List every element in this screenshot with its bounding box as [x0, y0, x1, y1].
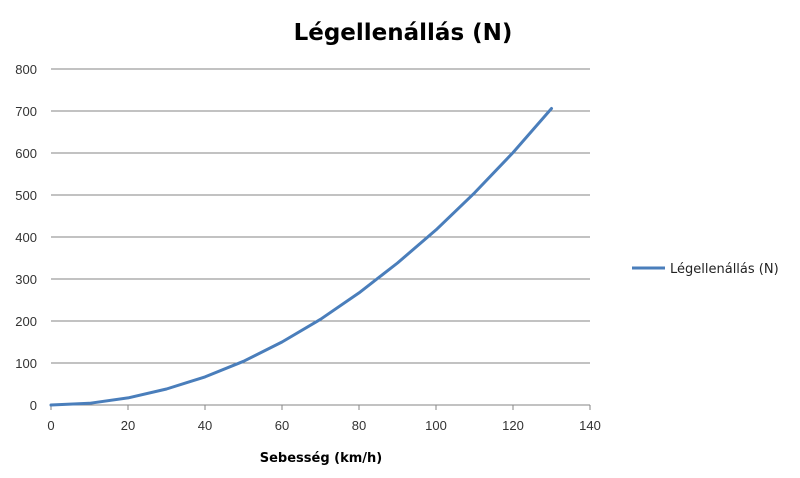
x-axis-ticks: 0 20 40 60 80 100 120 140: [47, 405, 601, 433]
x-tick-label: 140: [579, 418, 601, 433]
gridlines: [51, 68, 590, 364]
y-tick-label: 700: [15, 104, 37, 119]
y-tick-label: 100: [15, 356, 37, 371]
x-tick-label: 80: [352, 418, 366, 433]
y-tick-label: 800: [15, 62, 37, 77]
y-tick-label: 200: [15, 314, 37, 329]
x-tick-label: 100: [425, 418, 447, 433]
y-axis-ticks: 0 100 200 300 400 500 600 700 800: [15, 62, 37, 413]
x-tick-label: 20: [121, 418, 135, 433]
y-tick-label: 500: [15, 188, 37, 203]
legend: Légellenállás (N): [632, 262, 779, 277]
x-tick-label: 40: [198, 418, 212, 433]
y-tick-label: 300: [15, 272, 37, 287]
y-tick-label: 600: [15, 146, 37, 161]
chart-title: Légellenállás (N): [294, 20, 513, 46]
x-axis-title: Sebesség (km/h): [260, 451, 383, 466]
x-tick-label: 60: [275, 418, 289, 433]
x-tick-label: 120: [502, 418, 524, 433]
series-group: [49, 107, 553, 407]
series-line-0: [49, 107, 553, 407]
x-tick-label: 0: [47, 418, 54, 433]
legend-label: Légellenállás (N): [670, 262, 779, 277]
y-tick-label: 0: [30, 398, 37, 413]
y-tick-label: 400: [15, 230, 37, 245]
